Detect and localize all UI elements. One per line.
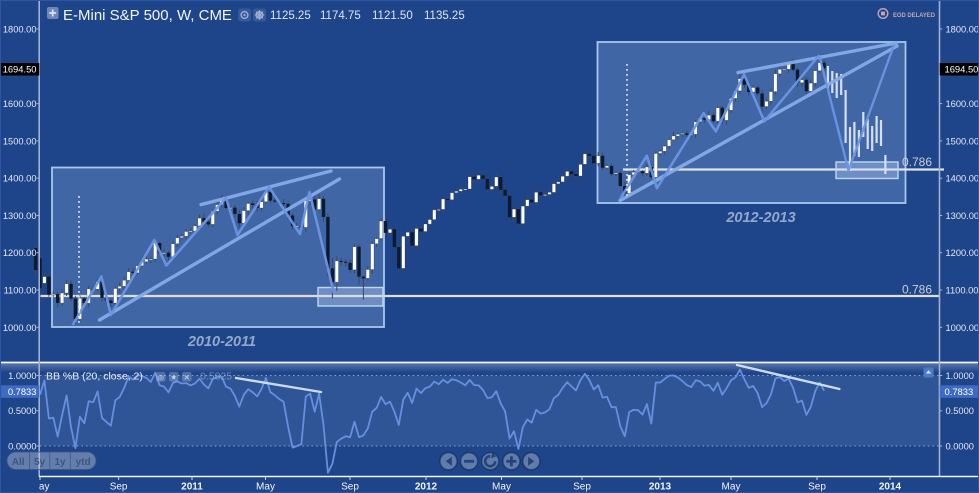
svg-text:1200.00: 1200.00	[946, 248, 979, 258]
svg-text:2012-2013: 2012-2013	[725, 210, 795, 226]
svg-text:1500.00: 1500.00	[946, 136, 979, 146]
svg-text:◎: ◎	[158, 375, 164, 382]
svg-text:1800.00: 1800.00	[3, 25, 37, 35]
svg-text:0.786: 0.786	[902, 283, 932, 297]
svg-text:1800.00: 1800.00	[946, 25, 979, 35]
svg-text:2011: 2011	[181, 482, 203, 493]
svg-text:0.5000: 0.5000	[946, 406, 974, 416]
svg-text:✕: ✕	[184, 373, 190, 382]
svg-text:May: May	[31, 482, 50, 493]
svg-text:★: ★	[171, 374, 177, 382]
svg-text:May: May	[492, 482, 511, 493]
svg-text:1135.25: 1135.25	[424, 10, 465, 22]
svg-text:0.7833: 0.7833	[8, 386, 37, 397]
svg-text:May: May	[256, 482, 275, 493]
svg-text:0.5000: 0.5000	[8, 406, 36, 416]
svg-text:All: All	[12, 457, 25, 468]
svg-text:1500.00: 1500.00	[3, 136, 37, 146]
svg-text:ytd: ytd	[76, 457, 91, 468]
svg-text:1300.00: 1300.00	[3, 211, 37, 221]
svg-text:2013: 2013	[649, 482, 672, 493]
svg-text:1000.00: 1000.00	[946, 323, 979, 333]
svg-text:1100.00: 1100.00	[4, 286, 37, 296]
svg-text:1121.50: 1121.50	[372, 10, 413, 22]
svg-text:2010-2011: 2010-2011	[187, 334, 256, 350]
svg-text:E-Mini S&P 500, W, CME: E-Mini S&P 500, W, CME	[63, 7, 232, 24]
svg-text:0.786: 0.786	[902, 155, 932, 169]
svg-text:1.0000: 1.0000	[8, 371, 36, 381]
svg-text:1300.00: 1300.00	[946, 211, 979, 221]
svg-text:0.7833: 0.7833	[945, 386, 974, 397]
svg-text:1y: 1y	[54, 457, 66, 468]
svg-text:5y: 5y	[34, 457, 46, 468]
svg-text:1694.50: 1694.50	[3, 64, 37, 75]
svg-text:Sep: Sep	[341, 482, 359, 493]
svg-text:0.0000: 0.0000	[8, 442, 36, 452]
svg-text:Sep: Sep	[573, 482, 591, 493]
svg-text:1694.50: 1694.50	[945, 64, 979, 75]
svg-text:0.0000: 0.0000	[946, 442, 974, 452]
svg-text:Sep: Sep	[808, 482, 826, 493]
svg-text:1125.25: 1125.25	[270, 10, 311, 22]
svg-text:May: May	[722, 482, 741, 493]
svg-text:0.5825: 0.5825	[200, 371, 232, 383]
svg-text:EOD DELAYED: EOD DELAYED	[893, 12, 935, 19]
svg-text:2012: 2012	[415, 482, 438, 493]
svg-text:1100.00: 1100.00	[946, 286, 979, 296]
svg-text:1174.75: 1174.75	[320, 10, 361, 22]
svg-text:1400.00: 1400.00	[946, 174, 979, 184]
svg-text:Sep: Sep	[110, 482, 128, 493]
svg-text:1200.00: 1200.00	[3, 248, 37, 258]
svg-text:1400.00: 1400.00	[3, 174, 37, 184]
svg-text:BB %B (20, close, 2): BB %B (20, close, 2)	[46, 371, 143, 383]
svg-text:1000.00: 1000.00	[3, 323, 37, 333]
svg-text:2014: 2014	[879, 482, 902, 493]
svg-text:1600.00: 1600.00	[3, 99, 37, 109]
svg-text:1600.00: 1600.00	[946, 99, 979, 109]
svg-text:1.0000: 1.0000	[946, 371, 974, 381]
